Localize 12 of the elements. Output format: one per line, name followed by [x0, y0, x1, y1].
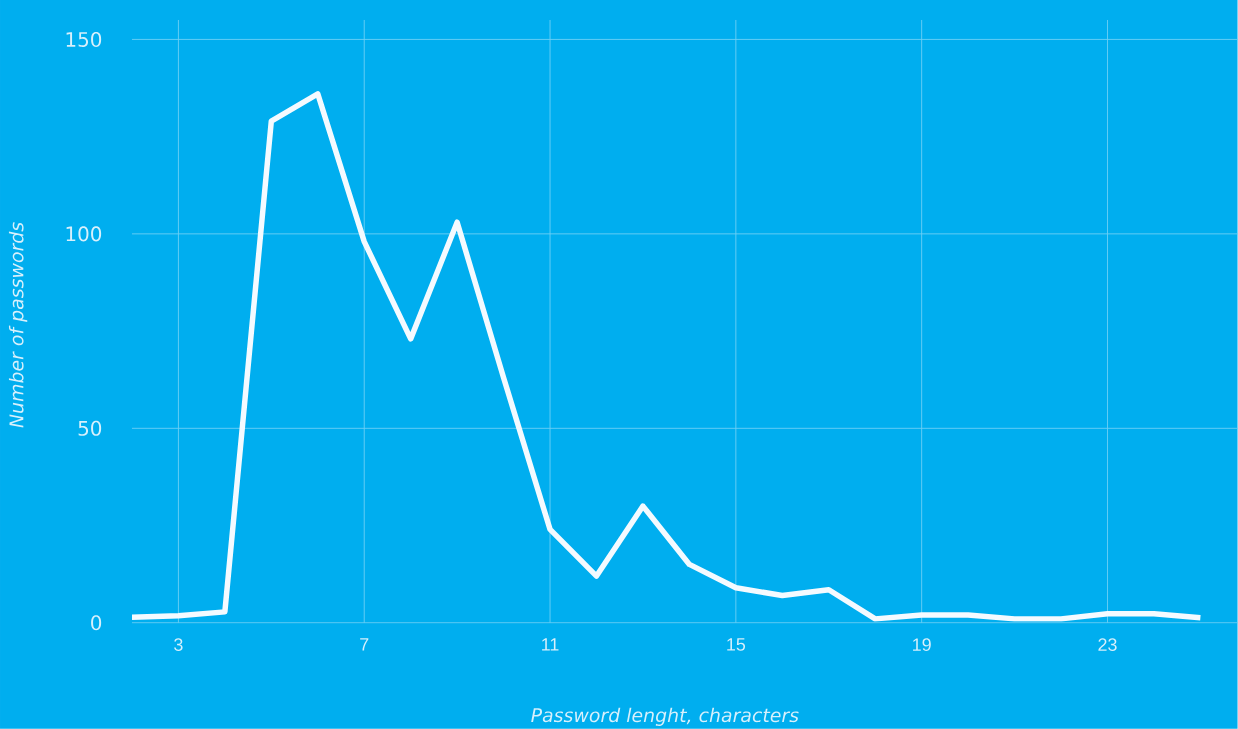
x-tick-label: 11 — [542, 638, 559, 651]
y-tick-label: 0 — [91, 615, 102, 631]
x-axis-title: Password lenght, characters — [531, 707, 799, 726]
y-tick-label: 50 — [78, 420, 102, 436]
y-tick-label: 100 — [66, 226, 102, 242]
x-tick-label: 19 — [913, 638, 931, 651]
x-tick-label: 15 — [727, 638, 746, 651]
x-tick-label: 23 — [1098, 638, 1117, 651]
y-axis-title: Number of passwords — [8, 222, 28, 428]
y-tick-label: 150 — [66, 31, 102, 47]
x-tick-label: 3 — [174, 638, 183, 651]
x-tick-label: 7 — [360, 638, 369, 651]
